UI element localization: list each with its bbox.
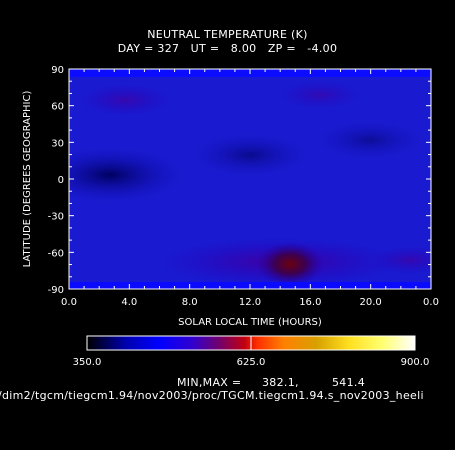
x-tick-label: 20.0	[360, 297, 382, 308]
max-value: 541.4	[332, 376, 365, 389]
y-tick-label: 0	[58, 175, 64, 186]
x-tick-label: 0.0	[423, 297, 439, 308]
heatmap-warm-region	[280, 81, 360, 109]
heatmap-max-region	[256, 242, 324, 286]
heatmap-dark-region	[315, 120, 425, 160]
y-tick-label: -90	[48, 285, 64, 296]
heatmap-dark-region	[69, 147, 185, 203]
min-max-label: MIN,MAX =	[177, 376, 242, 389]
x-tick-label: 12.0	[239, 297, 261, 308]
x-tick-label: 16.0	[299, 297, 321, 308]
y-axis-label: LATITUDE (DEGREES GEOGRAPHIC)	[22, 91, 33, 268]
x-tick-label: 0.0	[61, 297, 77, 308]
x-axis: 0.0 4.0 8.0 12.0 16.0 20.0 0.0	[61, 69, 439, 308]
min-value: 382.1,	[262, 376, 299, 389]
y-tick-label: 90	[51, 65, 64, 76]
chart-subtitle: DAY = 327 UT = 8.00 ZP = -4.00	[117, 42, 338, 55]
source-path: /dim2/tgcm/tiegcm1.94/nov2003/proc/TGCM.…	[0, 389, 424, 402]
y-tick-label: 30	[51, 138, 64, 149]
heatmap-warm-region	[370, 246, 431, 274]
colorbar-label: 625.0	[237, 357, 266, 368]
x-axis-label: SOLAR LOCAL TIME (HOURS)	[178, 317, 322, 328]
colorbar-label: 900.0	[401, 357, 430, 368]
colorbar-label: 350.0	[73, 357, 102, 368]
x-tick-label: 4.0	[121, 297, 137, 308]
heatmap-warm-region	[80, 84, 170, 116]
chart-title: NEUTRAL TEMPERATURE (K)	[147, 28, 308, 41]
x-tick-label: 8.0	[182, 297, 198, 308]
y-tick-label: -30	[48, 212, 64, 223]
colorbar-ticks: 350.0 625.0 900.0	[73, 336, 430, 368]
heatmap-dark-region	[190, 133, 310, 177]
y-tick-label: 60	[51, 102, 64, 113]
heatmap-field	[69, 69, 431, 289]
y-axis: 90 60 30 0 -30 -60 -90	[48, 65, 431, 296]
y-tick-label: -60	[48, 248, 64, 259]
